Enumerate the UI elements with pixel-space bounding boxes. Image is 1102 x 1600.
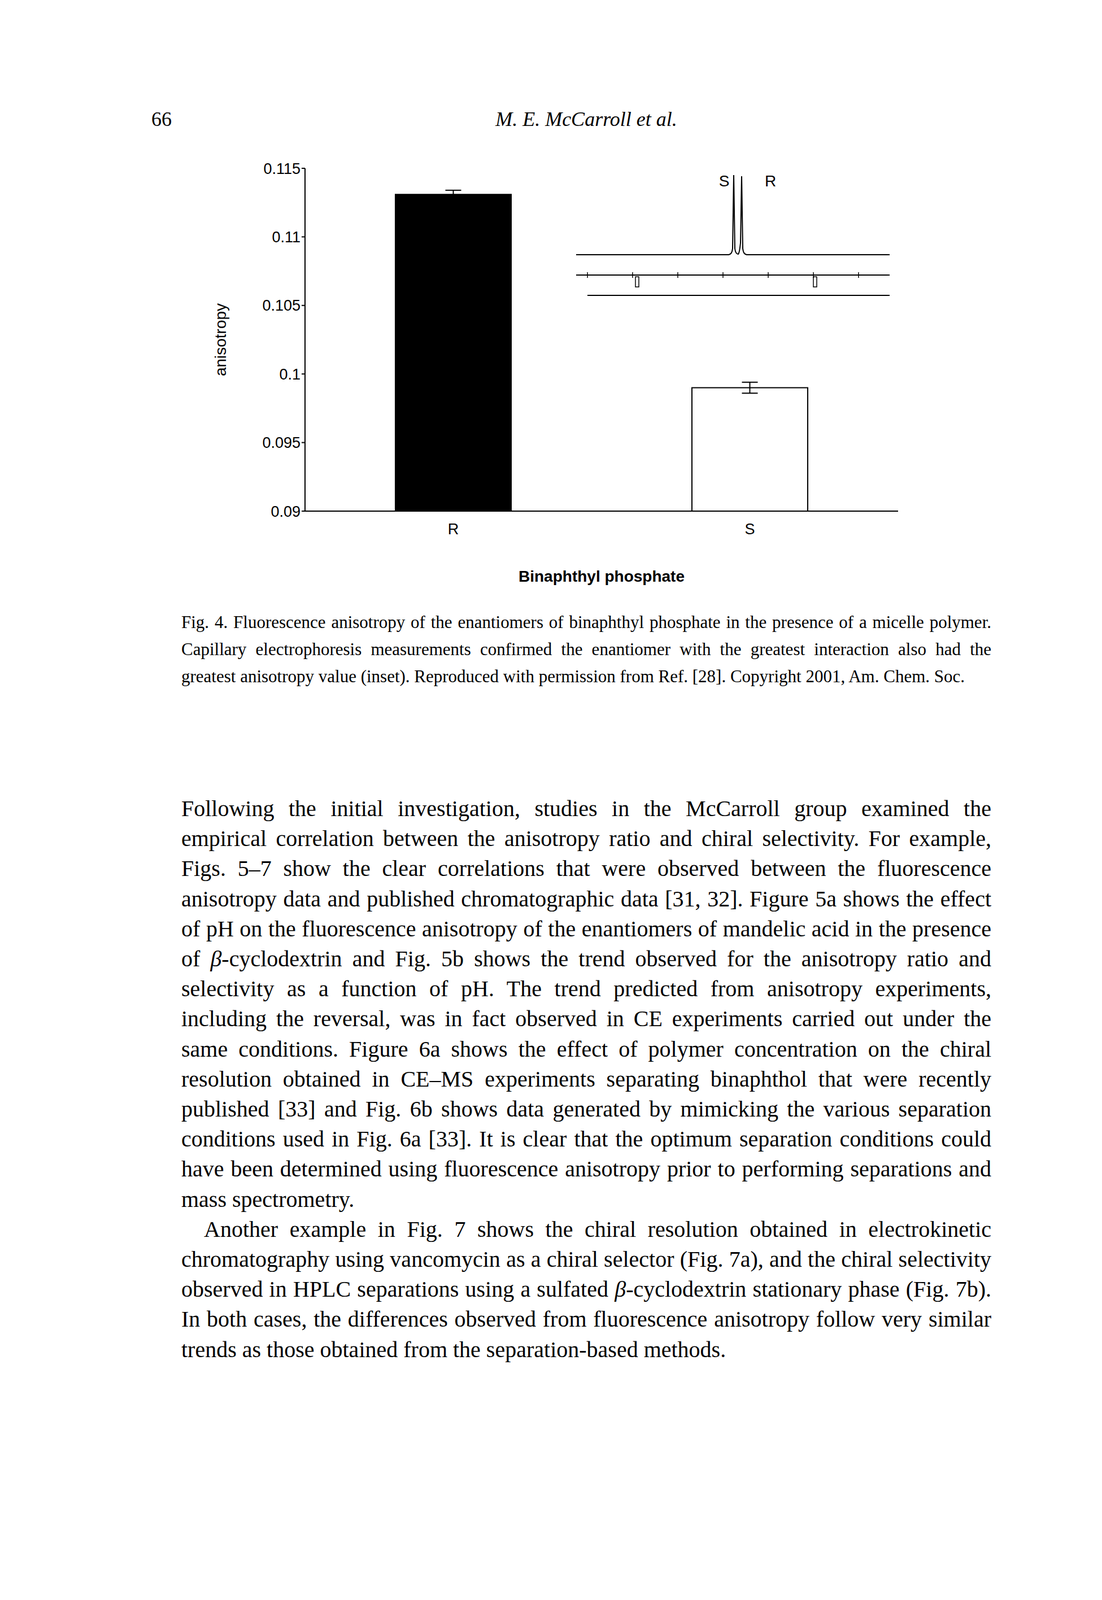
svg-text:0.11: 0.11 — [271, 228, 301, 246]
svg-text:R: R — [447, 520, 460, 538]
svg-text:S: S — [719, 172, 730, 190]
svg-text:S: S — [744, 520, 755, 538]
svg-text:R: R — [764, 172, 777, 190]
svg-text:0.1: 0.1 — [279, 366, 301, 383]
svg-text:0.09: 0.09 — [270, 503, 301, 521]
html-text:Another example in Fig. 7 show: Another example in Fig. 7 shows the chir… — [181, 1216, 992, 1363]
html-text:M. E. McCarroll et al.: M. E. McCarroll et al. — [495, 107, 678, 131]
svg-text:anisotropy: anisotropy — [211, 303, 230, 377]
html-text:Fig. 4. Fluorescence anisotrop: Fig. 4. Fluorescence anisotropy of the e… — [181, 612, 992, 687]
html-text:Following the initial investig: Following the initial investigation, stu… — [181, 795, 992, 1212]
svg-text:0.105: 0.105 — [262, 297, 301, 315]
svg-text:Binaphthyl phosphate: Binaphthyl phosphate — [518, 567, 685, 586]
html-text:66: 66 — [151, 107, 172, 131]
svg-text:0.095: 0.095 — [262, 434, 301, 452]
svg-text:0.115: 0.115 — [263, 160, 301, 178]
